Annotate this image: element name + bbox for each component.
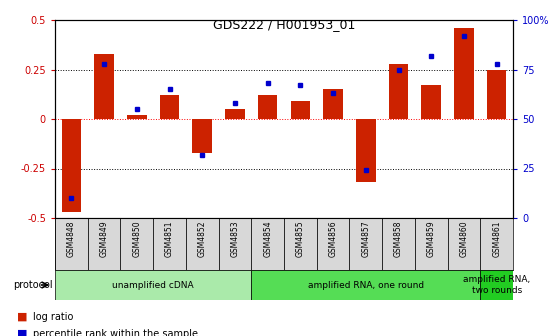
Text: ■: ■ bbox=[17, 329, 27, 336]
Bar bbox=[389, 64, 408, 119]
Bar bbox=[88, 218, 121, 270]
Bar bbox=[317, 218, 349, 270]
Text: GSM4855: GSM4855 bbox=[296, 221, 305, 257]
Bar bbox=[55, 218, 88, 270]
Bar bbox=[251, 270, 480, 300]
Bar bbox=[415, 218, 448, 270]
Bar bbox=[61, 119, 81, 212]
Text: GSM4851: GSM4851 bbox=[165, 221, 174, 257]
Bar bbox=[323, 89, 343, 119]
Bar bbox=[291, 101, 310, 119]
Bar bbox=[480, 218, 513, 270]
Bar bbox=[487, 70, 507, 119]
Text: GSM4853: GSM4853 bbox=[230, 221, 239, 257]
Text: GSM4857: GSM4857 bbox=[361, 221, 371, 257]
Text: GSM4854: GSM4854 bbox=[263, 221, 272, 257]
Text: GSM4861: GSM4861 bbox=[492, 221, 501, 257]
Text: unamplified cDNA: unamplified cDNA bbox=[112, 281, 194, 290]
Text: GSM4856: GSM4856 bbox=[329, 221, 338, 257]
Text: GSM4852: GSM4852 bbox=[198, 221, 206, 257]
Bar bbox=[160, 95, 179, 119]
Text: amplified RNA, one round: amplified RNA, one round bbox=[307, 281, 424, 290]
Bar bbox=[55, 270, 251, 300]
Bar bbox=[219, 218, 251, 270]
Text: GSM4858: GSM4858 bbox=[394, 221, 403, 257]
Bar bbox=[349, 218, 382, 270]
Bar bbox=[153, 218, 186, 270]
Text: log ratio: log ratio bbox=[33, 312, 74, 322]
Bar bbox=[454, 28, 474, 119]
Bar bbox=[284, 218, 317, 270]
Text: amplified RNA,
two rounds: amplified RNA, two rounds bbox=[463, 275, 530, 295]
Bar bbox=[127, 115, 147, 119]
Bar bbox=[186, 218, 219, 270]
Bar bbox=[94, 54, 114, 119]
Bar bbox=[448, 218, 480, 270]
Bar bbox=[480, 270, 513, 300]
Bar bbox=[258, 95, 277, 119]
Bar bbox=[356, 119, 376, 182]
Text: GSM4848: GSM4848 bbox=[67, 221, 76, 257]
Bar bbox=[421, 85, 441, 119]
Bar bbox=[193, 119, 212, 153]
Bar bbox=[225, 109, 245, 119]
Text: GSM4849: GSM4849 bbox=[99, 221, 109, 257]
Text: GSM4850: GSM4850 bbox=[132, 221, 141, 257]
Text: protocol: protocol bbox=[13, 280, 53, 290]
Text: GDS222 / H001953_01: GDS222 / H001953_01 bbox=[213, 18, 355, 31]
Text: ■: ■ bbox=[17, 312, 27, 322]
Text: GSM4859: GSM4859 bbox=[427, 221, 436, 257]
Bar bbox=[382, 218, 415, 270]
Text: percentile rank within the sample: percentile rank within the sample bbox=[33, 329, 199, 336]
Bar bbox=[251, 218, 284, 270]
Text: GSM4860: GSM4860 bbox=[459, 221, 468, 257]
Bar bbox=[121, 218, 153, 270]
